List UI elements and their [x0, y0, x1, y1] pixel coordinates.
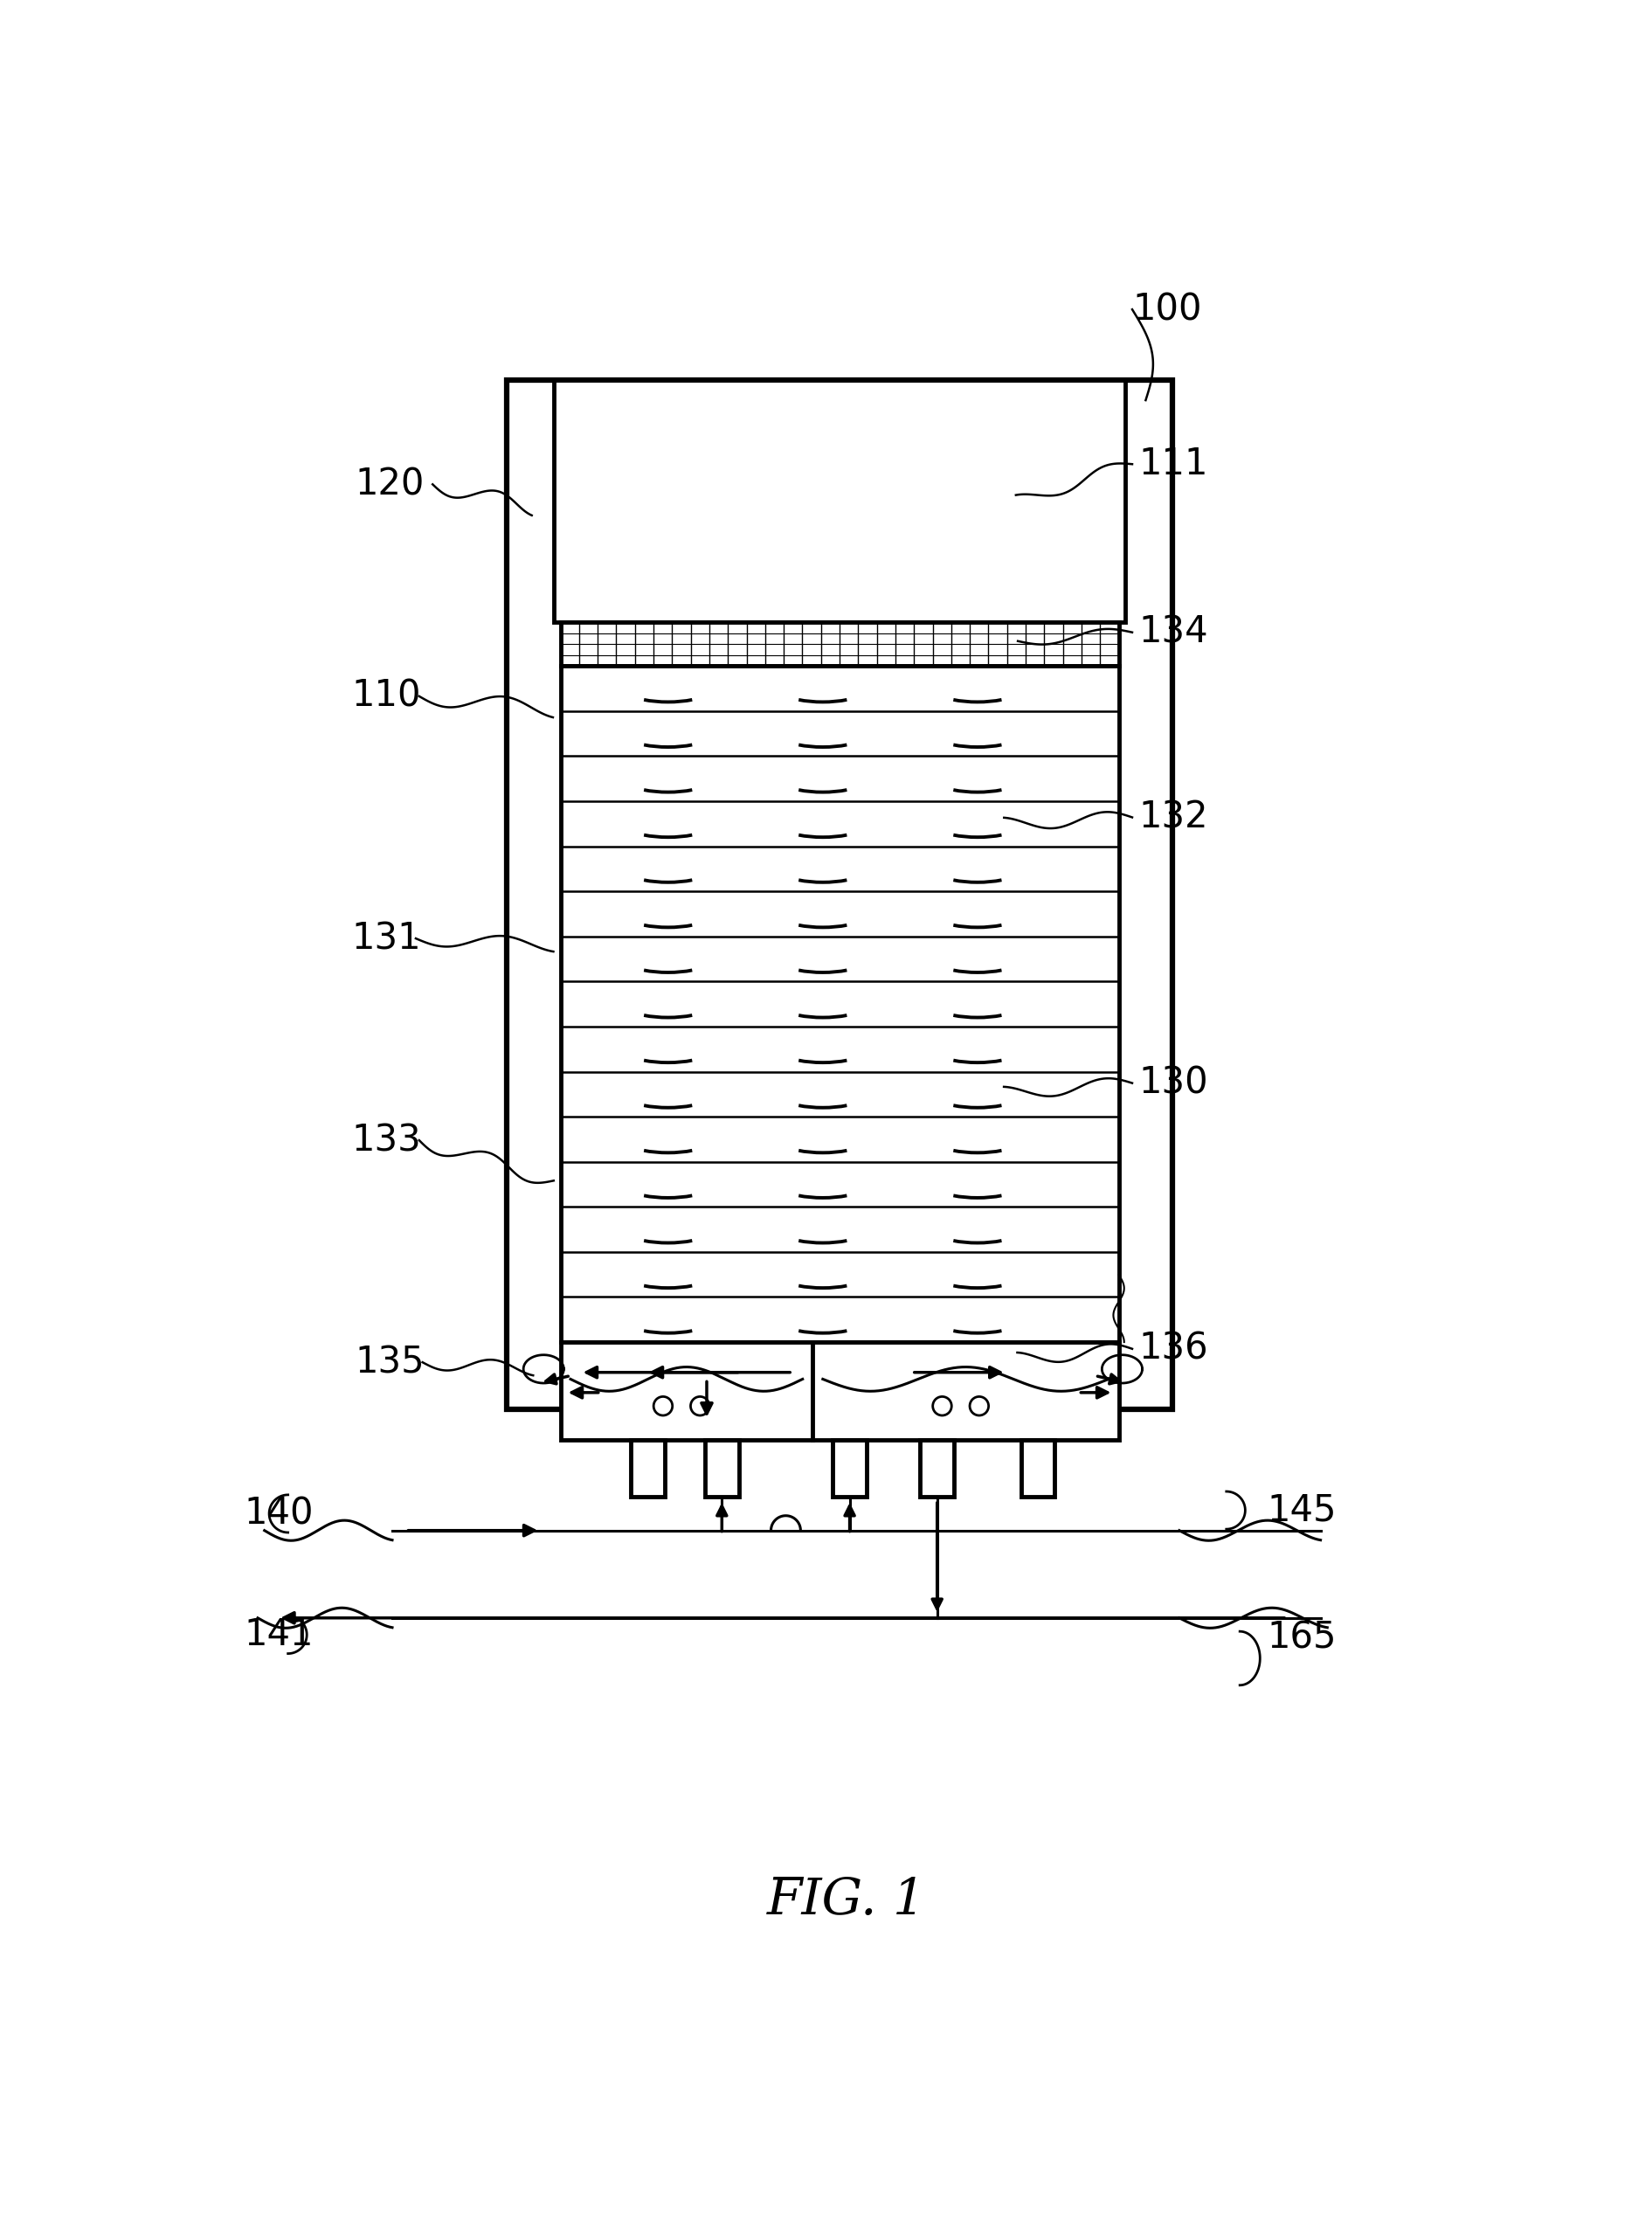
Text: 100: 100 — [1132, 290, 1201, 328]
Text: 132: 132 — [1138, 799, 1208, 835]
Text: 141: 141 — [244, 1616, 314, 1654]
Bar — [507, 381, 1173, 1410]
Bar — [920, 1439, 953, 1497]
Bar — [1021, 1439, 1056, 1497]
Text: FIG. 1: FIG. 1 — [767, 1875, 925, 1926]
Text: 131: 131 — [352, 921, 421, 956]
Bar — [631, 1439, 664, 1497]
Text: 140: 140 — [244, 1494, 314, 1532]
Text: 135: 135 — [355, 1344, 425, 1382]
Text: 145: 145 — [1267, 1492, 1336, 1528]
Bar — [560, 622, 1118, 666]
Bar — [553, 381, 1125, 622]
Text: 165: 165 — [1267, 1621, 1336, 1656]
Text: 136: 136 — [1138, 1331, 1209, 1368]
Text: 133: 133 — [352, 1122, 421, 1158]
Text: 134: 134 — [1138, 613, 1209, 651]
Bar — [833, 1439, 867, 1497]
Text: 110: 110 — [352, 677, 421, 715]
Text: 111: 111 — [1138, 445, 1208, 483]
Bar — [560, 1342, 1118, 1439]
Text: 130: 130 — [1138, 1065, 1209, 1100]
Bar — [705, 1439, 738, 1497]
Text: 120: 120 — [355, 465, 425, 503]
Bar — [560, 666, 1118, 1342]
